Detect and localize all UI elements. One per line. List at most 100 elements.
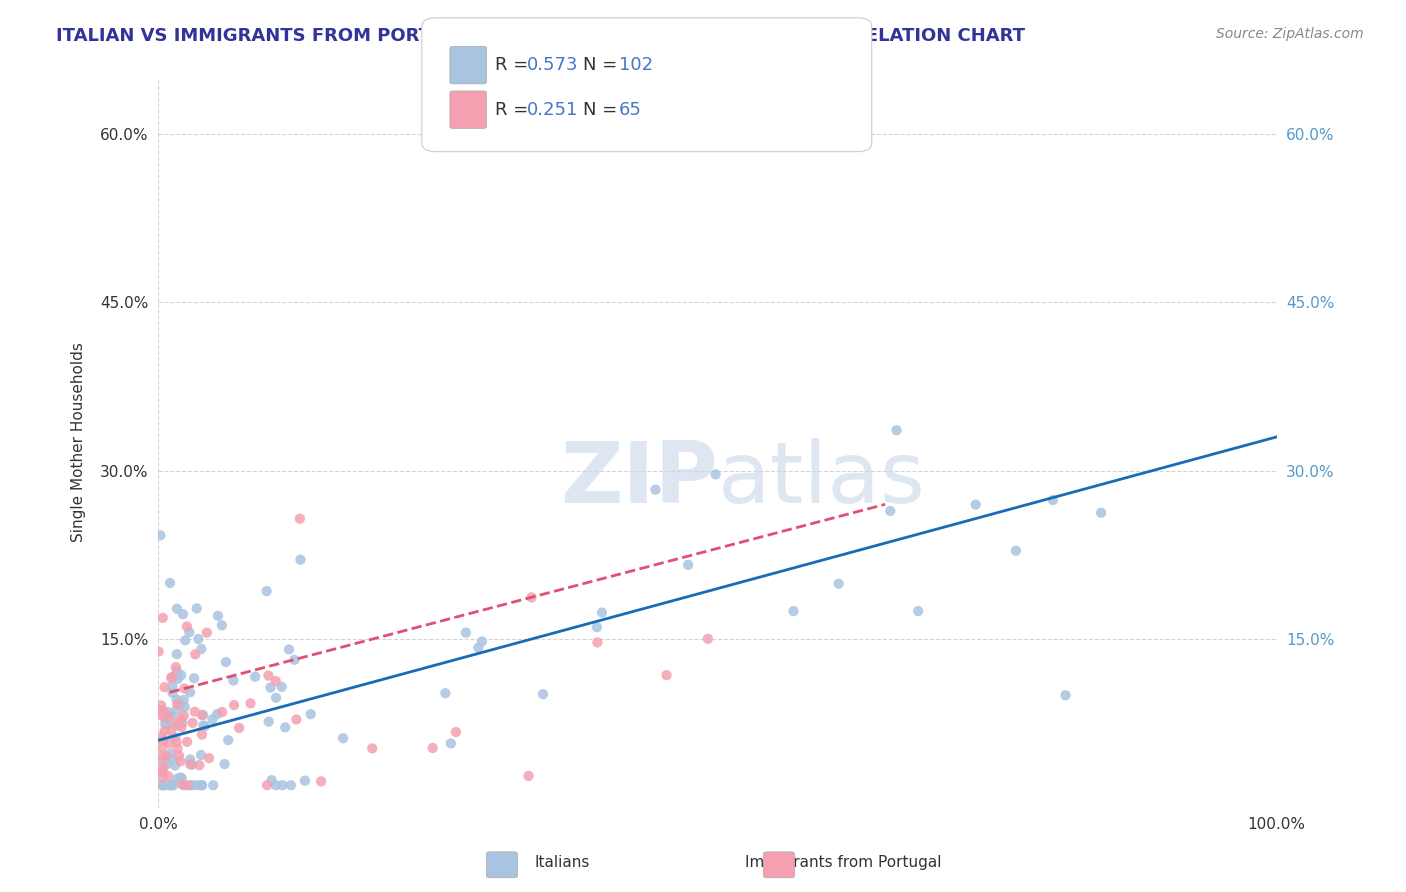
Point [827, 576, 849, 591]
Point [166, 672, 188, 686]
Point [257, 668, 280, 682]
Point [150, 754, 173, 768]
Point [256, 584, 278, 599]
Point [157, 736, 180, 750]
Point [531, 687, 554, 701]
Text: ZIP: ZIP [560, 438, 717, 521]
Point [290, 552, 312, 566]
Point [228, 721, 250, 735]
Point [172, 607, 194, 622]
Point [886, 423, 908, 437]
Point [257, 714, 280, 729]
Point [153, 778, 176, 792]
Point [243, 670, 266, 684]
Point [294, 773, 316, 788]
Point [159, 778, 181, 792]
Point [704, 467, 727, 482]
Point [157, 709, 180, 723]
Point [191, 707, 214, 722]
Point [879, 504, 901, 518]
Point [156, 757, 179, 772]
Text: 65: 65 [619, 101, 641, 119]
Point [299, 707, 322, 722]
Point [150, 740, 173, 755]
Point [149, 528, 172, 542]
Point [152, 760, 174, 774]
Point [440, 736, 463, 750]
Point [166, 735, 188, 749]
Point [162, 679, 184, 693]
Point [184, 648, 207, 662]
Point [181, 757, 204, 772]
Point [591, 606, 613, 620]
Point [170, 668, 193, 682]
Point [174, 633, 197, 648]
Point [278, 642, 301, 657]
Point [173, 708, 195, 723]
Point [201, 712, 224, 726]
Point [169, 712, 191, 726]
Point [162, 686, 184, 700]
Text: R =: R = [495, 56, 534, 74]
Point [166, 601, 188, 615]
Point [176, 735, 198, 749]
Point [264, 674, 287, 689]
Point [152, 778, 174, 792]
Point [222, 673, 245, 688]
Point [157, 705, 180, 719]
Point [332, 731, 354, 746]
Point [205, 707, 228, 722]
Point [148, 644, 170, 658]
Point [309, 774, 332, 789]
Point [172, 715, 194, 730]
Point [471, 634, 494, 648]
Point [186, 778, 208, 792]
Point [586, 635, 609, 649]
Point [194, 719, 217, 733]
Point [184, 705, 207, 719]
Point [169, 698, 191, 712]
Point [160, 751, 183, 765]
Point [152, 710, 174, 724]
Point [152, 733, 174, 747]
Point [159, 576, 181, 591]
Text: Immigrants from Portugal: Immigrants from Portugal [745, 855, 942, 870]
Point [239, 697, 262, 711]
Point [180, 778, 202, 792]
Text: 102: 102 [619, 56, 652, 74]
Point [165, 758, 187, 772]
Point [187, 632, 209, 646]
Point [159, 747, 181, 761]
Point [274, 721, 297, 735]
Text: Italians: Italians [534, 855, 591, 870]
Point [179, 757, 201, 772]
Point [152, 778, 174, 792]
Point [191, 728, 214, 742]
Point [153, 723, 176, 738]
Point [422, 741, 444, 756]
Point [907, 604, 929, 618]
Point [165, 703, 187, 717]
Point [170, 720, 193, 734]
Point [150, 707, 173, 722]
Point [173, 681, 195, 696]
Point [150, 749, 173, 764]
Point [1005, 543, 1028, 558]
Point [181, 715, 204, 730]
Point [166, 772, 188, 786]
Point [152, 703, 174, 717]
Point [155, 748, 177, 763]
Point [173, 700, 195, 714]
Point [180, 778, 202, 792]
Point [434, 686, 457, 700]
Point [361, 741, 384, 756]
Point [444, 725, 467, 739]
Point [179, 685, 201, 699]
Point [195, 625, 218, 640]
Text: 0.573: 0.573 [527, 56, 579, 74]
Point [166, 698, 188, 712]
Text: atlas: atlas [717, 438, 925, 521]
Point [190, 778, 212, 792]
Point [280, 778, 302, 792]
Text: Source: ZipAtlas.com: Source: ZipAtlas.com [1216, 27, 1364, 41]
